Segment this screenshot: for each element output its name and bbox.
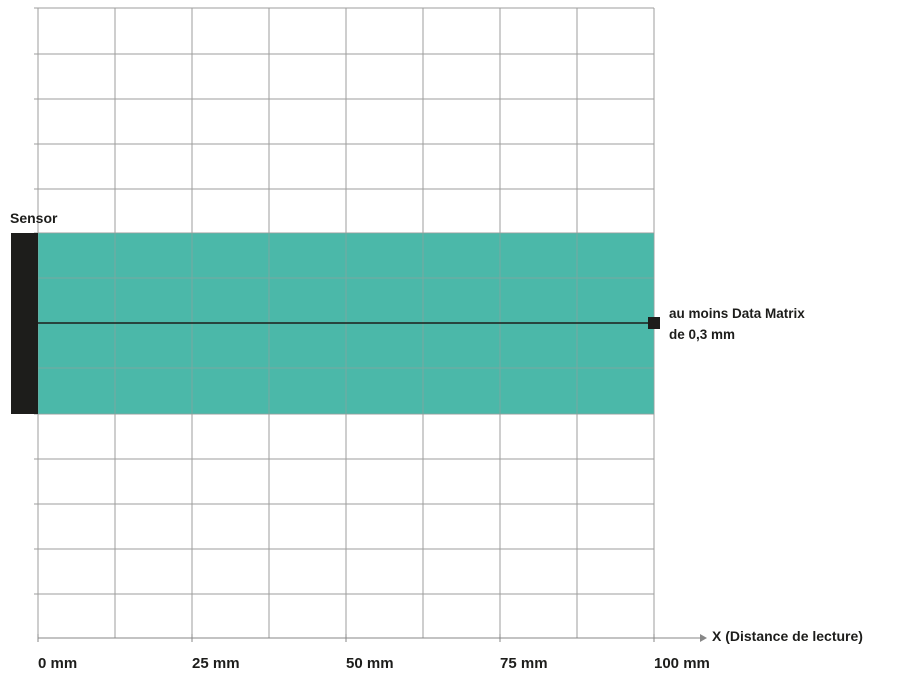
x-axis-arrow-icon xyxy=(700,634,707,642)
x-tick-label: 75 mm xyxy=(500,655,548,672)
target-marker xyxy=(648,317,660,329)
x-tick-label: 0 mm xyxy=(38,655,77,672)
x-tick-label: 25 mm xyxy=(192,655,240,672)
x-tick-label: 50 mm xyxy=(346,655,394,672)
x-axis-label: X (Distance de lecture) xyxy=(712,628,863,644)
target-label-line1: au moins Data Matrix xyxy=(669,306,805,321)
x-tick-label: 100 mm xyxy=(654,655,710,672)
x-axis-ticks: 0 mm 25 mm 50 mm 75 mm 100 mm xyxy=(37,634,710,672)
target-label-line2: de 0,3 mm xyxy=(669,327,735,342)
sensor-block xyxy=(11,233,38,414)
sensor-label: Sensor xyxy=(10,210,58,226)
